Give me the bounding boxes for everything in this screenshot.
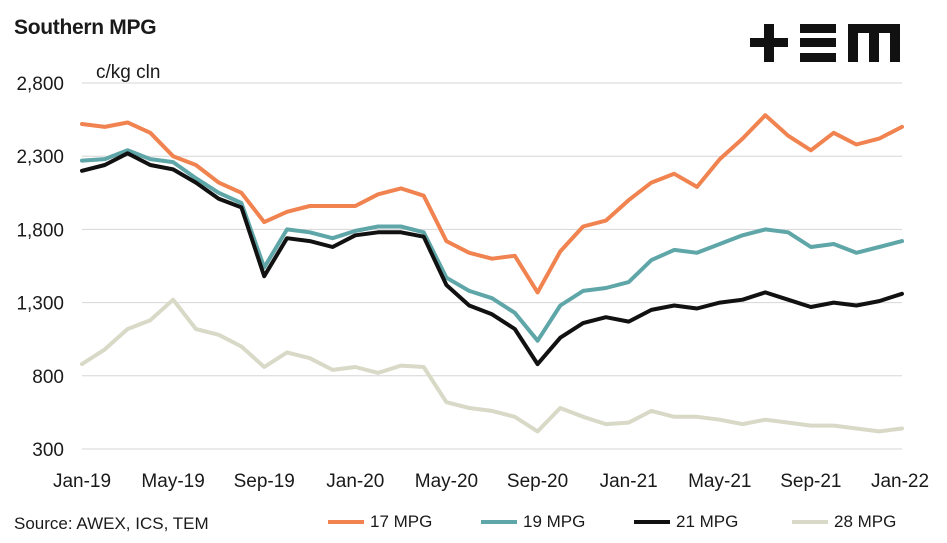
x-axis-ticks: Jan-19 May-19 Sep-19 Jan-20 May-20 Sep-20 Jan-… (53, 471, 929, 492)
legend-swatch-17mpg (328, 520, 364, 524)
grid-lines (82, 82, 902, 450)
x-tick-label: Jan-19 (53, 471, 111, 492)
x-tick-label: Sep-19 (234, 471, 295, 492)
legend-item-17mpg: 17 MPG (328, 512, 432, 532)
legend-label-28mpg: 28 MPG (834, 512, 897, 531)
legend-label-21mpg: 21 MPG (676, 512, 739, 531)
x-tick-label: Jan-20 (326, 471, 384, 492)
tem-logo (750, 24, 900, 62)
x-tick-label: May-21 (688, 471, 751, 492)
series-line-19-mpg (80, 148, 904, 343)
line-chart: 2,800 2,300 1,800 1,300 800 300 Jan-19 May-19 S… (16, 62, 929, 492)
x-tick-label: May-20 (415, 471, 478, 492)
legend-swatch-21mpg (634, 520, 670, 524)
series-lines (80, 113, 904, 434)
y-tick-label: 300 (32, 440, 64, 461)
legend-item-28mpg: 28 MPG (792, 512, 896, 532)
y-tick-label: 2,300 (16, 147, 64, 168)
legend-swatch-28mpg (792, 520, 828, 524)
x-tick-label: Jan-22 (871, 471, 929, 492)
legend-item-19mpg: 19 MPG (481, 512, 585, 532)
y-tick-label: 800 (32, 367, 64, 388)
legend-item-21mpg: 21 MPG (634, 512, 738, 532)
series-line-17-mpg (80, 113, 904, 295)
x-tick-label: May-19 (141, 471, 204, 492)
x-tick-label: Sep-21 (780, 471, 841, 492)
series-line-21-mpg (80, 151, 904, 367)
y-tick-label: 1,800 (16, 220, 64, 241)
x-tick-label: Sep-20 (507, 471, 568, 492)
legend-label-17mpg: 17 MPG (370, 512, 433, 531)
y-tick-label: 1,300 (16, 294, 64, 315)
x-tick-label: Jan-21 (600, 471, 658, 492)
y-tick-label: 2,800 (16, 74, 64, 95)
source-note: Source: AWEX, ICS, TEM (14, 514, 209, 533)
chart-title: Southern MPG (14, 16, 157, 39)
legend-label-19mpg: 19 MPG (523, 512, 586, 531)
y-axis-unit-label: c/kg cln (96, 62, 160, 83)
series-line-28-mpg (80, 297, 904, 434)
legend-swatch-19mpg (481, 520, 517, 524)
y-axis-ticks: 2,800 2,300 1,800 1,300 800 300 (16, 74, 64, 461)
